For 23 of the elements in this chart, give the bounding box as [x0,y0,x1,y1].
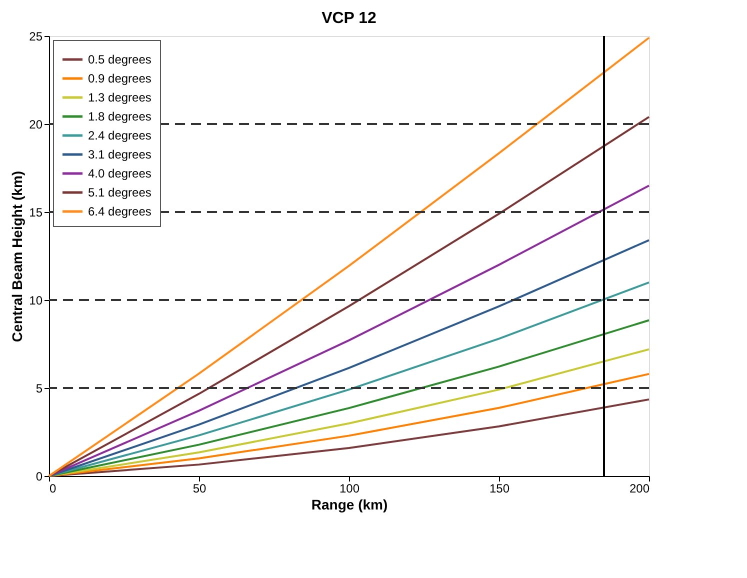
y-tick-label: 20 [29,118,43,132]
legend-label: 3.1 degrees [88,148,152,162]
y-axis-title: Central Beam Height (km) [9,170,26,342]
y-tick-label: 15 [29,206,43,220]
x-tick-label: 100 [339,482,360,496]
y-tick-label: 10 [29,294,43,308]
y-tick-label: 25 [29,30,43,44]
legend-label: 5.1 degrees [88,186,152,200]
legend-label: 0.5 degrees [88,52,152,66]
legend-label: 6.4 degrees [88,204,152,218]
y-tick-label: 0 [36,470,43,484]
chart-title: VCP 12 [322,10,377,27]
legend-label: 4.0 degrees [88,166,152,180]
legend-label: 1.8 degrees [88,110,152,124]
x-axis-title: Range (km) [311,496,388,512]
legend-label: 0.9 degrees [88,72,152,86]
x-tick-label: 150 [489,482,510,496]
x-tick-label: 200 [629,482,650,496]
x-tick-label: 0 [50,482,56,496]
y-tick-label: 5 [36,382,43,396]
legend-label: 2.4 degrees [88,128,152,142]
legend-label: 1.3 degrees [88,90,152,104]
x-tick-label: 50 [192,482,206,496]
